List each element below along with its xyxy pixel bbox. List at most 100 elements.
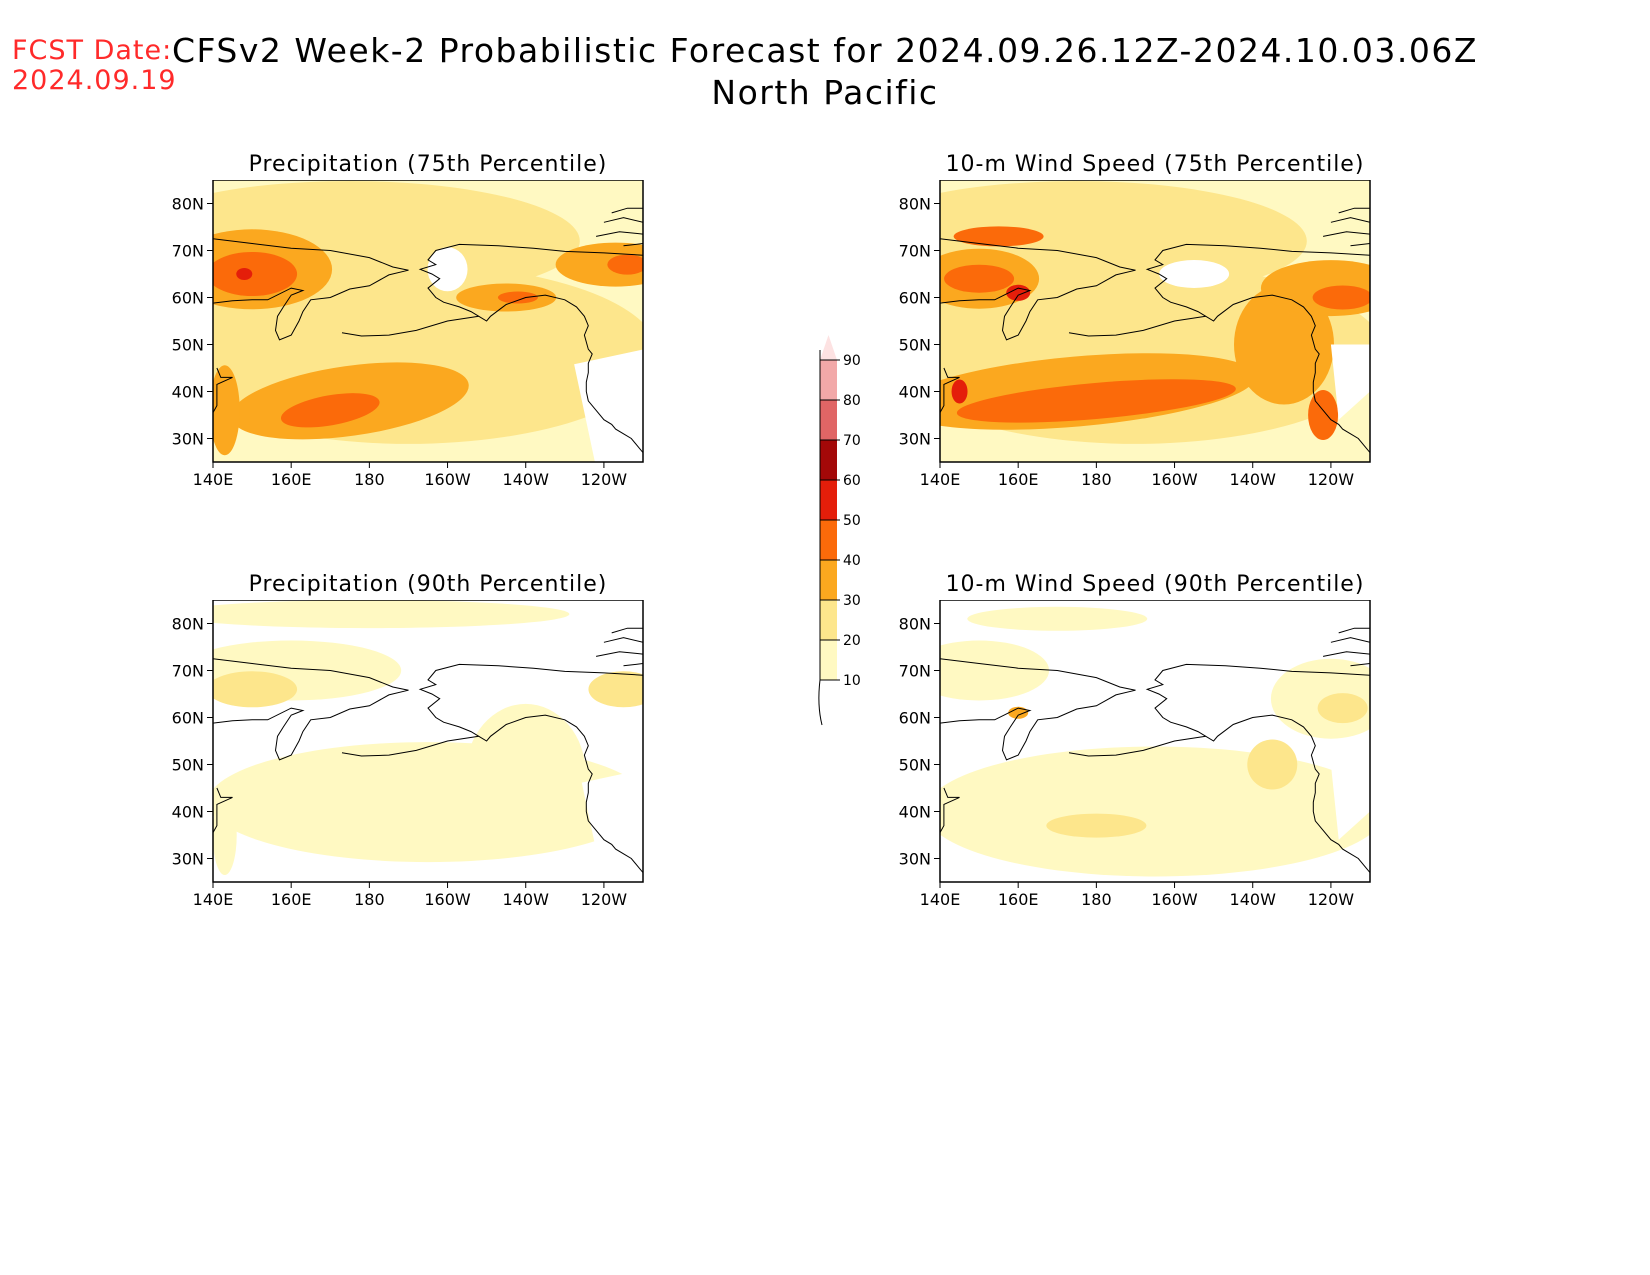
coastline xyxy=(1330,637,1370,643)
coastline xyxy=(1068,315,1206,337)
map-frame xyxy=(212,600,644,883)
colorbar-label: 80 xyxy=(843,393,861,409)
lon-tick-label: 140E xyxy=(193,470,234,489)
colorbar-segment xyxy=(820,560,837,600)
lat-tick-label: 70N xyxy=(899,242,931,261)
coastline xyxy=(1323,231,1370,237)
lat-tick-label: 60N xyxy=(172,289,204,308)
lon-tick-label: 140E xyxy=(920,890,961,909)
lat-tick-label: 80N xyxy=(172,615,204,634)
lon-tick-label: 180 xyxy=(1081,470,1112,489)
coastline xyxy=(213,269,409,341)
lon-tick-label: 160W xyxy=(1151,890,1198,909)
coastline xyxy=(1350,243,1370,247)
coastline xyxy=(603,217,643,223)
coastline xyxy=(940,658,1136,691)
lat-tick-label: 40N xyxy=(172,383,204,402)
lon-tick-label: 160W xyxy=(424,890,471,909)
colorbar-label: 70 xyxy=(843,433,861,449)
colorbar-segment xyxy=(820,400,837,440)
coastline xyxy=(1338,627,1370,634)
coastline xyxy=(418,663,643,873)
lon-tick-label: 120W xyxy=(1308,890,1355,909)
lon-tick-label: 160E xyxy=(271,470,312,489)
lat-tick-label: 60N xyxy=(899,289,931,308)
lat-tick-label: 50N xyxy=(172,756,204,775)
map-frame xyxy=(939,600,1371,883)
coastline xyxy=(623,243,643,247)
lat-tick-label: 70N xyxy=(172,662,204,681)
coastline xyxy=(1323,651,1370,657)
lon-tick-label: 160E xyxy=(998,470,1039,489)
map-panel-wind75: 140E 160E 180 160W 140W 120W 80N 70N 60N 50N 40N 30… xyxy=(899,180,1371,489)
colorbar-label: 90 xyxy=(843,353,861,369)
fcst-date: 2024.09.19 xyxy=(12,65,177,96)
coastline xyxy=(1330,217,1370,223)
lat-tick-label: 60N xyxy=(899,709,931,728)
fcst-label: FCST Date: xyxy=(12,35,173,66)
lat-tick-label: 70N xyxy=(899,662,931,681)
lon-tick-label: 140W xyxy=(1230,890,1277,909)
lon-tick-label: 120W xyxy=(581,470,628,489)
panel-title-precip90: Precipitation (90th Percentile) xyxy=(248,572,608,597)
lat-tick-label: 50N xyxy=(899,756,931,775)
map-panel-precip90: 140E 160E 180 160W 140W 120W 80N 70N 60N 50N 40N 30… xyxy=(172,600,644,909)
forecast-date-label: FCST Date: 2024.09.19 xyxy=(12,36,177,96)
coastline xyxy=(940,689,1136,761)
coastline xyxy=(341,735,479,757)
colorbar-arrow-top xyxy=(820,335,837,360)
lat-tick-label: 80N xyxy=(899,615,931,634)
lon-tick-label: 160E xyxy=(998,890,1039,909)
lat-tick-label: 80N xyxy=(172,195,204,214)
lat-tick-label: 40N xyxy=(899,383,931,402)
colorbar-segment xyxy=(820,360,837,400)
colorbar-label: 40 xyxy=(843,553,861,569)
coastline xyxy=(1338,207,1370,214)
map-panel-precip75: 140E 160E 180 160W 140W 120W 80N 70N 60N 50N 40N 30… xyxy=(172,180,644,489)
lon-tick-label: 160E xyxy=(271,890,312,909)
lon-tick-label: 160W xyxy=(1151,470,1198,489)
lat-tick-label: 70N xyxy=(172,242,204,261)
coastline xyxy=(418,243,643,453)
coastline xyxy=(940,238,1136,271)
colorbar-label: 30 xyxy=(843,593,861,609)
colorbar-arrow-bottom xyxy=(818,679,823,726)
coastline xyxy=(1068,735,1206,757)
colorbar-segment xyxy=(820,440,837,480)
lat-tick-label: 60N xyxy=(172,709,204,728)
coastline xyxy=(213,689,409,761)
colorbar-legend: 10 20 30 40 50 60 70 80 90 xyxy=(818,335,861,726)
coastline xyxy=(611,207,643,214)
title-line-2: North Pacific xyxy=(711,73,939,112)
colorbar-segment xyxy=(820,480,837,520)
colorbar-label: 10 xyxy=(843,673,861,689)
coastline xyxy=(623,663,643,667)
colorbar-segment xyxy=(820,600,837,640)
lat-tick-label: 30N xyxy=(172,850,204,869)
colorbar-label: 50 xyxy=(843,513,861,529)
coastline xyxy=(596,231,643,237)
lat-tick-label: 80N xyxy=(899,195,931,214)
lat-tick-label: 50N xyxy=(899,336,931,355)
coastline xyxy=(341,315,479,337)
lon-tick-label: 120W xyxy=(1308,470,1355,489)
lat-tick-label: 30N xyxy=(899,430,931,449)
panel-title-precip75: Precipitation (75th Percentile) xyxy=(248,152,608,177)
lon-tick-label: 140W xyxy=(503,470,550,489)
lon-tick-label: 140W xyxy=(1230,470,1277,489)
lon-tick-label: 120W xyxy=(581,890,628,909)
lat-tick-label: 40N xyxy=(899,803,931,822)
coastline xyxy=(213,658,409,691)
coastline xyxy=(603,637,643,643)
lat-tick-label: 50N xyxy=(172,336,204,355)
title-line-1: CFSv2 Week-2 Probabilistic Forecast for … xyxy=(171,31,1478,70)
lon-tick-label: 140E xyxy=(193,890,234,909)
coastline xyxy=(1145,243,1370,453)
lat-tick-label: 30N xyxy=(172,430,204,449)
colorbar-segment xyxy=(820,640,837,680)
coastline xyxy=(1145,663,1370,873)
lon-tick-label: 140W xyxy=(503,890,550,909)
coastline xyxy=(596,651,643,657)
lon-tick-label: 180 xyxy=(354,890,385,909)
colorbar-label: 20 xyxy=(843,633,861,649)
